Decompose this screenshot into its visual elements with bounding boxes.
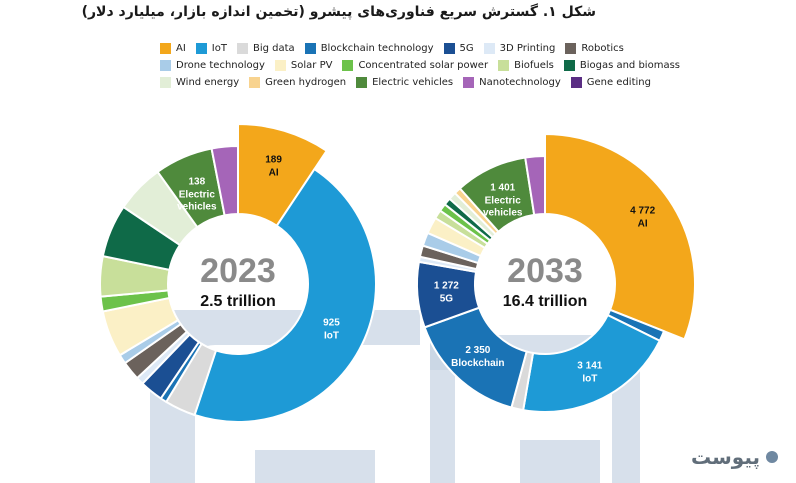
legend-row: Wind energy Green hydrogen Electric vehicl… — [160, 74, 680, 91]
data-label: 3 141 — [577, 360, 602, 371]
legend-swatch — [274, 60, 286, 71]
legend-label: Drone technology — [176, 60, 265, 71]
watermark-logo-icon — [766, 451, 778, 463]
legend: AI IoT Big data Blockchain technology 5G 3D P… — [160, 40, 680, 91]
legend-swatch — [249, 77, 261, 88]
legend-swatch — [236, 43, 248, 54]
data-label-name: AI — [269, 167, 279, 178]
legend-item: Drone technology — [160, 60, 265, 71]
legend-row: Drone technology Solar PV Concentrated sol… — [160, 57, 680, 74]
legend-item: Electric vehicles — [356, 77, 453, 88]
legend-swatch — [483, 43, 495, 54]
page-title: شکل ۱. گسترش سریع فناوری‌های پیشرو (تخمی… — [81, 4, 596, 20]
legend-swatch — [565, 43, 577, 54]
legend-label: Wind energy — [176, 77, 240, 88]
data-label-name: IoT — [324, 331, 339, 342]
data-label: 2 350 — [465, 345, 490, 356]
legend-swatch — [356, 77, 368, 88]
legend-item: Wind energy — [160, 77, 239, 88]
pie-slice — [237, 122, 329, 228]
legend-item: Green hydrogen — [249, 77, 346, 88]
data-label-name: Blockchain — [451, 358, 504, 369]
legend-item: Big data — [236, 43, 295, 54]
legend-item: AI — [160, 43, 186, 54]
data-label-name: 5G — [440, 293, 454, 304]
pie-slice — [210, 144, 239, 217]
year-label: 2023 — [200, 252, 276, 290]
legend-label: Big data — [252, 43, 295, 54]
donut-2033: 4 772 AI 3 141 IoT 2 350 Blockchain 1 272 5G 1 4… — [416, 132, 696, 413]
legend-label: Nanotechnology — [479, 77, 561, 88]
data-label: 1 272 — [434, 280, 459, 291]
legend-item: Nanotechnology — [463, 77, 561, 88]
data-label-name: vehicles — [177, 201, 217, 212]
total-label: 16.4 trillion — [503, 293, 587, 310]
data-label-name: Electric — [179, 189, 216, 200]
data-label-name: Electric — [485, 195, 522, 206]
legend-item: 3D Printing — [483, 43, 556, 54]
legend-label: 5G — [459, 43, 474, 54]
data-label-name: vehicles — [483, 207, 523, 218]
legend-swatch — [570, 77, 582, 88]
pie-slice — [521, 313, 662, 413]
data-label: 189 — [265, 154, 282, 165]
legend-swatch — [160, 77, 171, 88]
legend-item: Blockchain technology — [304, 43, 434, 54]
legend-swatch — [304, 43, 316, 54]
legend-label: Gene editing — [586, 77, 651, 88]
data-label: 925 — [323, 318, 340, 329]
legend-swatch — [443, 43, 455, 54]
legend-label: Blockchain technology — [320, 43, 434, 54]
legend-label: AI — [176, 43, 186, 54]
legend-label: Robotics — [581, 43, 624, 54]
pie-slice — [193, 167, 378, 423]
legend-label: 3D Printing — [499, 43, 556, 54]
year-label: 2033 — [507, 252, 583, 290]
legend-item: Solar PV — [274, 60, 333, 71]
legend-swatch — [160, 43, 171, 54]
legend-label: Solar PV — [290, 60, 333, 71]
legend-label: Concentrated solar power — [358, 60, 489, 71]
legend-label: Biofuels — [514, 60, 554, 71]
legend-swatch — [563, 60, 575, 71]
legend-swatch — [342, 60, 354, 71]
data-label: 138 — [188, 176, 205, 187]
legend-row: AI IoT Big data Blockchain technology 5G 3D P… — [160, 40, 680, 57]
legend-swatch — [463, 77, 475, 88]
legend-item: IoT — [195, 43, 227, 54]
data-label: 4 772 — [630, 206, 655, 217]
legend-swatch — [498, 60, 510, 71]
watermark: پیوست — [691, 445, 778, 469]
legend-swatch — [160, 60, 171, 71]
legend-item: Concentrated solar power — [342, 60, 488, 71]
legend-item: 5G — [443, 43, 474, 54]
legend-item: Gene editing — [570, 77, 651, 88]
legend-item: Robotics — [565, 43, 624, 54]
legend-item: Biofuels — [498, 60, 554, 71]
legend-label: Biogas and biomass — [579, 60, 680, 71]
legend-label: Green hydrogen — [265, 77, 347, 88]
watermark-text: پیوست — [690, 445, 760, 469]
data-label-name: IoT — [582, 373, 597, 384]
total-label: 2.5 trillion — [200, 293, 276, 310]
data-label-name: AI — [638, 219, 648, 230]
legend-item: Biogas and biomass — [563, 60, 680, 71]
legend-swatch — [195, 43, 207, 54]
legend-label: IoT — [211, 43, 227, 54]
pie-slice — [544, 132, 696, 341]
legend-label: Electric vehicles — [372, 77, 454, 88]
data-label: 1 401 — [490, 182, 515, 193]
pie-slice — [524, 154, 546, 216]
